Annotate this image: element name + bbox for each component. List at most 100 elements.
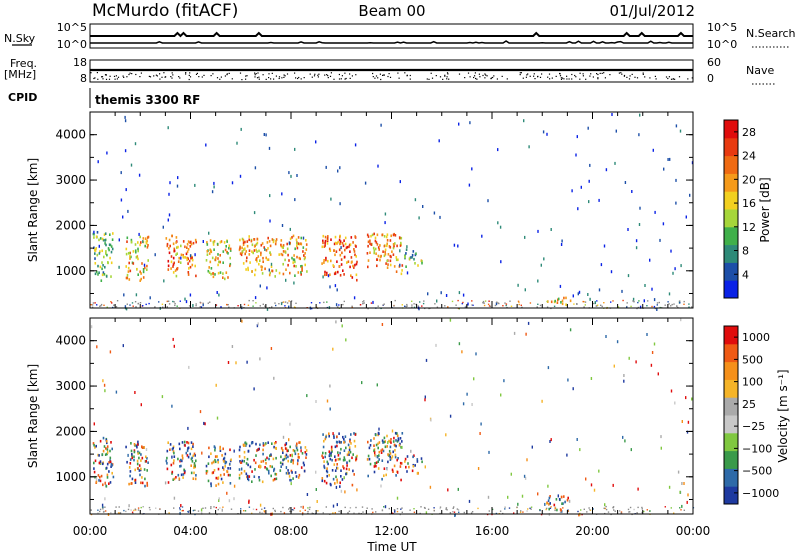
y-tick-label: 4000: [55, 128, 86, 142]
scatter-cell: [135, 444, 138, 448]
nave-dot: [387, 75, 389, 78]
scatter-cell: [203, 421, 205, 425]
scatter-cell: [93, 233, 95, 236]
scatter-cell: [266, 468, 269, 471]
scatter-cell: [90, 304, 92, 306]
scatter-cell: [95, 477, 98, 481]
scatter-cell: [247, 268, 249, 272]
scatter-cell: [265, 442, 267, 445]
scatter-cell: [243, 459, 245, 463]
scatter-cell: [363, 300, 365, 302]
scatter-cell: [388, 449, 391, 453]
scatter-cell: [213, 469, 216, 472]
scatter-cell: [383, 244, 386, 248]
scatter-cell: [248, 506, 251, 508]
scatter-cell: [253, 245, 256, 248]
scatter-cell: [343, 300, 345, 303]
freq-label: Freq.: [10, 57, 37, 70]
scatter-cell: [549, 495, 551, 498]
scatter-cell: [222, 506, 224, 508]
scatter-cell: [336, 478, 338, 482]
scatter-cell: [264, 305, 266, 307]
scatter-cell: [241, 250, 244, 253]
scatter-cell: [344, 458, 346, 462]
scatter-cell: [519, 511, 522, 513]
scatter-cell: [404, 305, 406, 307]
scatter-cell: [280, 447, 283, 450]
scatter-cell: [273, 376, 275, 380]
scatter-cell: [284, 258, 286, 262]
scatter-cell: [537, 279, 539, 283]
scatter-cell: [194, 183, 196, 187]
scatter-cell: [400, 236, 403, 240]
scatter-cell: [239, 238, 241, 242]
scatter-cell: [104, 265, 106, 269]
scatter-cell: [269, 219, 271, 223]
scatter-cell: [288, 259, 290, 262]
nsky-label: N.Sky: [4, 32, 36, 45]
scatter-cell: [342, 303, 344, 306]
scatter-cell: [483, 302, 485, 304]
scatter-cell: [503, 379, 505, 383]
scatter-cell: [181, 441, 184, 444]
scatter-cell: [125, 252, 128, 256]
scatter-cell: [330, 238, 332, 241]
scatter-cell: [583, 508, 585, 510]
nave-dot: [678, 76, 681, 78]
nave-dot: [446, 76, 448, 78]
scatter-cell: [326, 242, 329, 245]
scatter-cell: [194, 477, 197, 481]
scatter-cell: [677, 470, 680, 474]
scatter-cell: [348, 448, 351, 452]
scatter-cell: [327, 259, 329, 263]
nave-dot: [286, 73, 289, 75]
nave-dot: [560, 78, 563, 80]
nave-dot: [655, 78, 657, 80]
scatter-cell: [336, 441, 338, 444]
scatter-cell: [219, 449, 222, 452]
nave-dot: [262, 74, 264, 76]
scatter-cell: [500, 260, 502, 264]
scatter-cell: [326, 460, 329, 464]
scatter-cell: [405, 248, 408, 251]
scatter-cell: [472, 304, 474, 306]
scatter-cell: [147, 259, 149, 262]
colorbar-tick-label: 24: [742, 150, 756, 163]
scatter-cell: [210, 250, 213, 254]
scatter-cell: [218, 293, 220, 297]
scatter-cell: [182, 253, 184, 257]
scatter-cell: [206, 241, 208, 244]
scatter-cell: [529, 302, 532, 304]
scatter-cell: [598, 198, 600, 202]
scatter-cell: [375, 461, 378, 464]
scatter-cell: [489, 305, 492, 308]
scatter-cell: [173, 249, 176, 253]
scatter-cell: [213, 181, 215, 185]
scatter-cell: [412, 250, 415, 253]
scatter-cell: [195, 303, 197, 305]
scatter-cell: [106, 476, 109, 479]
scatter-cell: [268, 240, 271, 243]
scatter-cell: [679, 302, 681, 304]
scatter-cell: [225, 271, 228, 274]
scatter-cell: [251, 243, 254, 247]
scatter-cell: [130, 449, 133, 453]
nave-dot: [105, 74, 107, 76]
scatter-cell: [390, 441, 392, 444]
scatter-cell: [296, 448, 299, 452]
nave-dot: [482, 74, 484, 77]
scatter-cell: [175, 476, 177, 479]
scatter-cell: [219, 447, 221, 451]
scatter-cell: [384, 221, 386, 225]
scatter-cell: [237, 305, 239, 307]
nave-dot: [447, 73, 449, 75]
scatter-cell: [395, 432, 398, 435]
scatter-cell: [351, 260, 353, 264]
scatter-cell: [550, 228, 552, 231]
scatter-cell: [329, 285, 331, 289]
nave-dot: [281, 77, 283, 79]
scatter-cell: [668, 485, 671, 489]
scatter-cell: [487, 199, 489, 203]
scatter-cell: [516, 506, 518, 508]
scatter-cell: [187, 271, 190, 274]
